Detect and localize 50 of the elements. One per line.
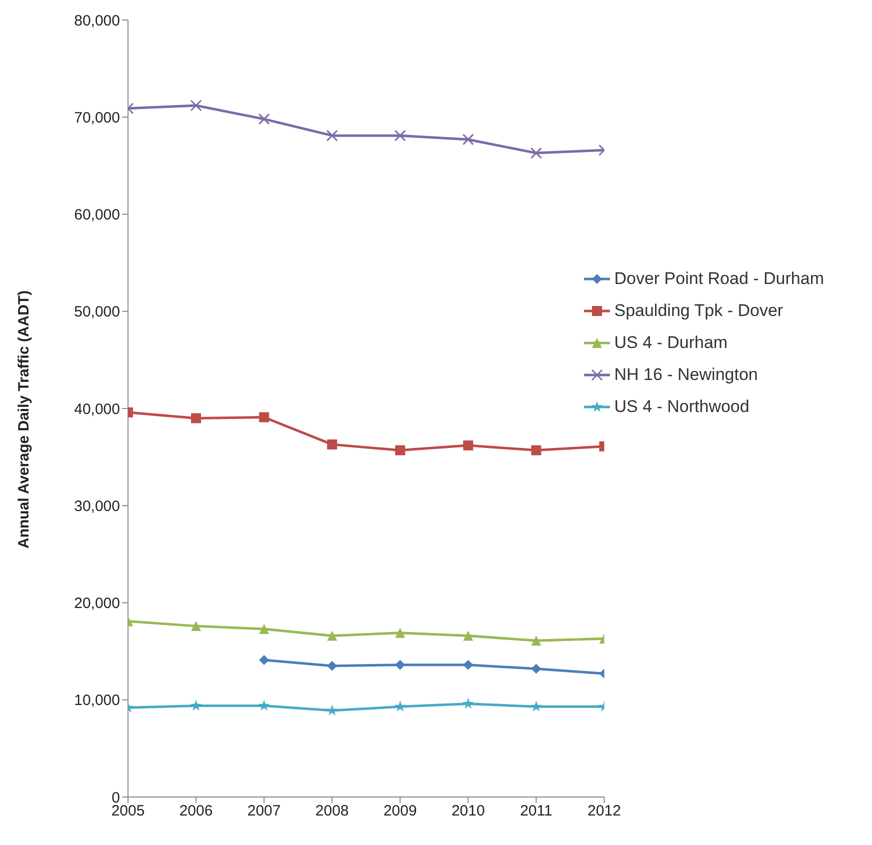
- y-tick-label: 10,000: [74, 692, 120, 710]
- x-tick-label: 2012: [588, 802, 621, 820]
- x-tick-label: 2011: [520, 802, 552, 820]
- legend-label: US 4 - Durham: [614, 333, 728, 353]
- point: [190, 100, 202, 112]
- legend-label: Dover Point Road - Durham: [614, 269, 824, 289]
- point: [395, 660, 406, 670]
- point: [530, 700, 542, 712]
- point: [531, 664, 542, 674]
- x-tick-label: 2010: [451, 802, 485, 820]
- point: [259, 655, 270, 666]
- point: [327, 439, 338, 450]
- point: [191, 413, 202, 424]
- y-tick-label: 50,000: [74, 304, 120, 321]
- legend-label: US 4 - Northwood: [614, 397, 750, 417]
- point: [326, 704, 338, 716]
- point: [259, 624, 270, 634]
- x-tick-label: 2007: [247, 802, 281, 820]
- point: [259, 412, 270, 422]
- y-tick-label: 20,000: [74, 595, 120, 612]
- y-tick-label: 40,000: [74, 400, 120, 418]
- x-tick-label: 2009: [383, 802, 417, 820]
- point: [327, 630, 338, 641]
- point: [258, 113, 270, 125]
- y-tick-label: 60,000: [74, 206, 120, 224]
- point: [462, 698, 474, 709]
- point: [394, 700, 406, 712]
- y-tick-label: 70,000: [74, 109, 120, 126]
- point: [191, 621, 202, 632]
- y-tick-label: 80,000: [74, 12, 120, 30]
- point: [531, 636, 542, 646]
- legend-label: Spaulding Tpk - Dover: [614, 301, 784, 321]
- x-tick-label: 2006: [179, 802, 213, 820]
- point: [531, 445, 542, 456]
- point: [530, 147, 542, 159]
- point: [463, 660, 474, 670]
- point: [395, 445, 406, 456]
- point: [190, 700, 202, 711]
- legend-label: NH 16 - Newington: [614, 365, 758, 385]
- point: [258, 700, 270, 711]
- point: [394, 130, 406, 142]
- point: [395, 628, 406, 638]
- y-tick-label: 30,000: [74, 498, 120, 515]
- point: [462, 134, 474, 146]
- point: [463, 630, 474, 641]
- point: [463, 440, 474, 450]
- point: [327, 660, 338, 671]
- x-tick-label: 2008: [315, 802, 349, 820]
- point: [326, 130, 338, 142]
- y-axis-title: Annual Average Daily Traffic (AADT): [15, 290, 32, 548]
